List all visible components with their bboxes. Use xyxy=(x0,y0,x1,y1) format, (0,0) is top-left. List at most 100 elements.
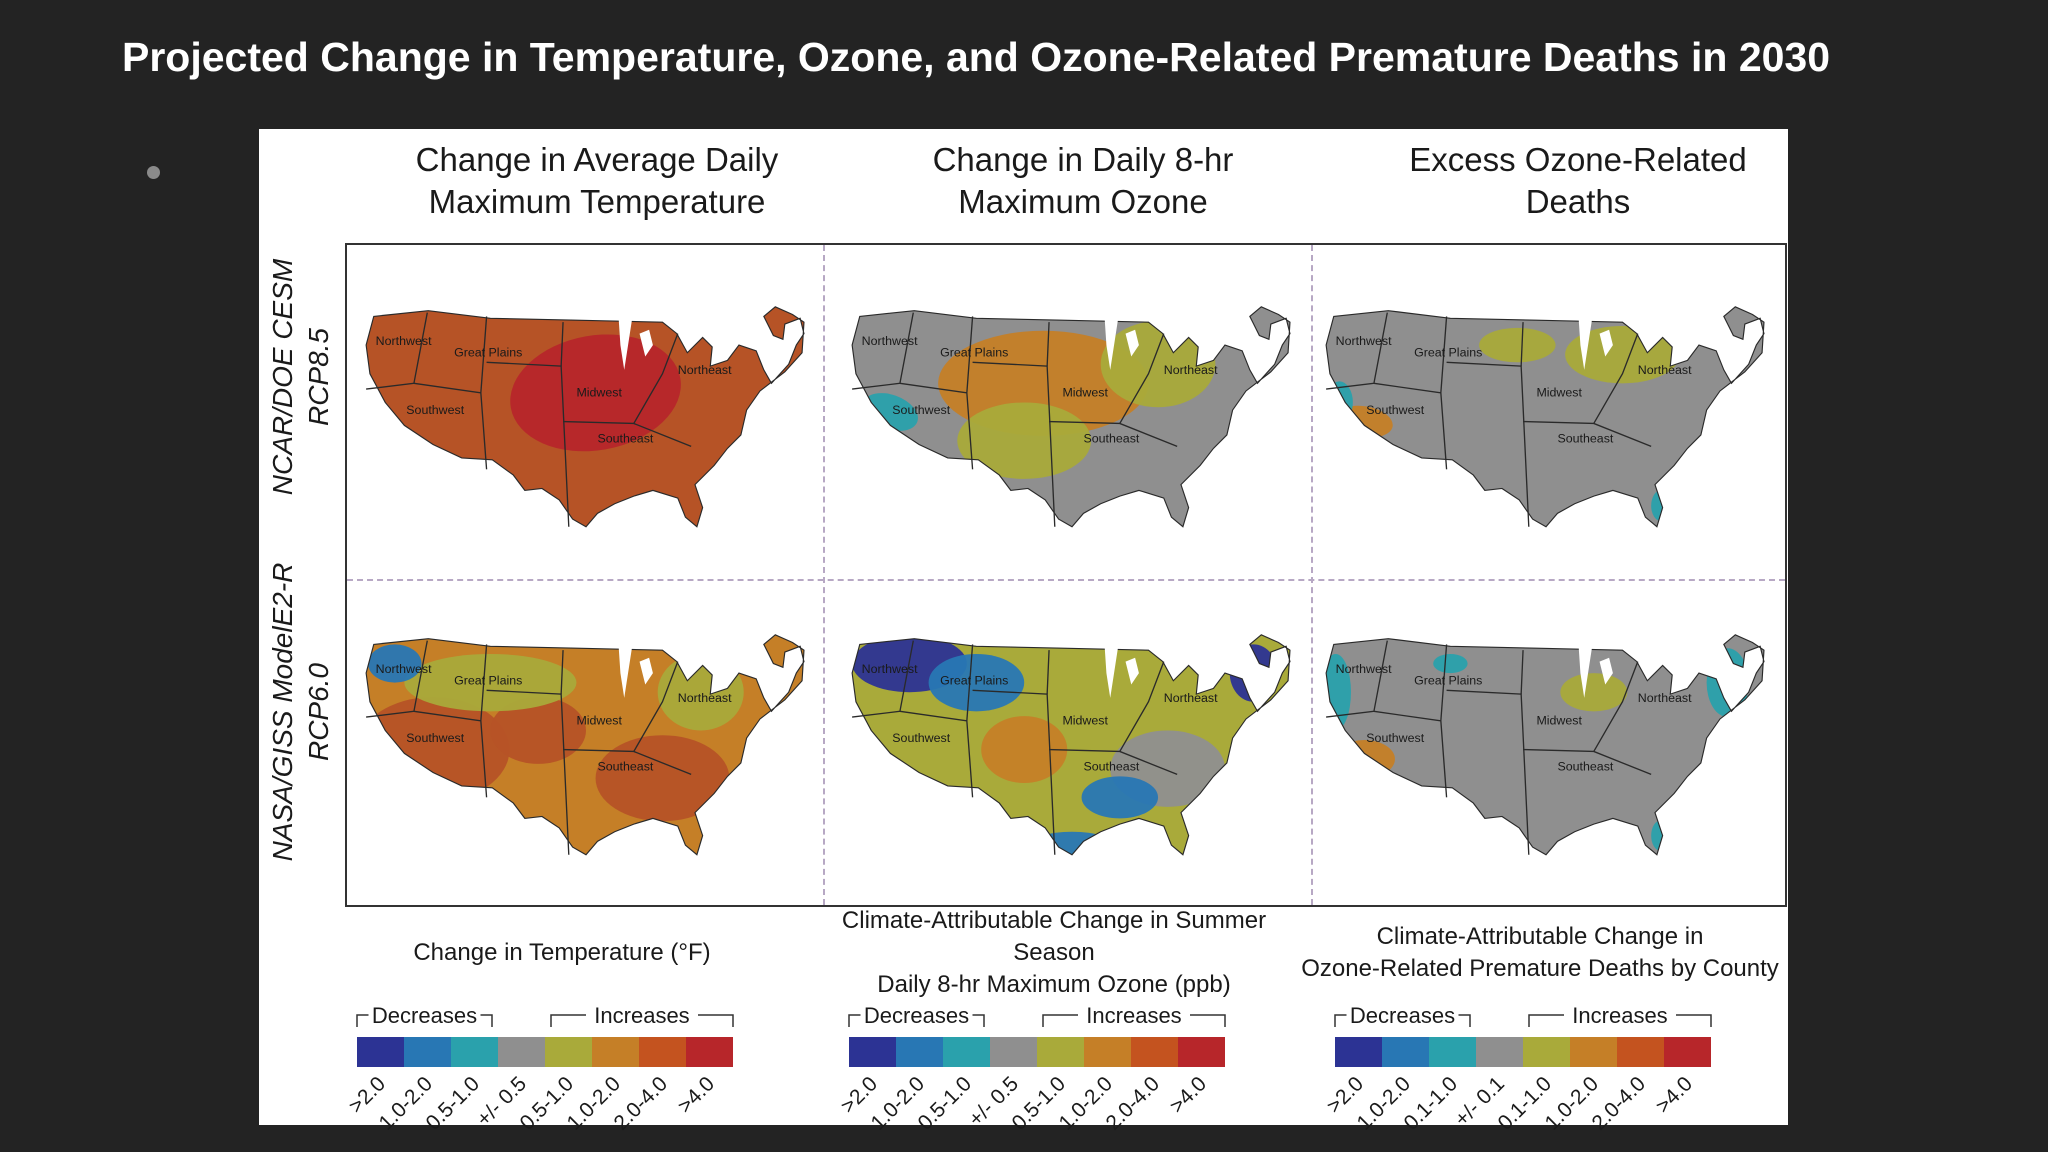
great-lakes xyxy=(618,640,653,698)
map-patch xyxy=(1651,490,1671,521)
region-border xyxy=(966,644,974,721)
region-border xyxy=(486,689,570,855)
us-outline xyxy=(851,634,1291,856)
region-label-southeast: Southeast xyxy=(597,760,653,774)
legend-swatch xyxy=(1523,1037,1570,1067)
decreases-label-bg xyxy=(1346,1001,1459,1027)
legend-swatch xyxy=(1178,1037,1225,1067)
great-lakes xyxy=(1578,640,1613,698)
region-border xyxy=(413,382,488,470)
region-border xyxy=(852,640,914,718)
region-label-northwest: Northwest xyxy=(1336,662,1392,676)
region-label-great-plains: Great Plains xyxy=(940,346,1008,360)
region-border xyxy=(1520,650,1524,695)
region-border xyxy=(966,316,974,393)
map-ncar-deaths: Northwest Great Plains Northeast Midwest Sou… xyxy=(1307,247,1785,577)
region-border xyxy=(1373,382,1448,470)
increases-label-bg xyxy=(1564,1001,1676,1027)
us-map: Northwest Great Plains Northeast Midwest Sou… xyxy=(1325,306,1765,528)
us-outline xyxy=(851,306,1291,528)
legend-tick-label: >4.0 xyxy=(1165,1072,1211,1118)
region-label-southeast: Southeast xyxy=(1083,760,1139,774)
map-ncar-ozone: Northwest Great Plains Northeast Midwest Sou… xyxy=(833,247,1311,577)
decreases-label: Decreases xyxy=(864,1003,969,1028)
great-lakes xyxy=(1104,640,1139,698)
region-border xyxy=(560,322,564,367)
great-lakes xyxy=(1578,312,1613,370)
legend-tick-label: >4.0 xyxy=(673,1072,719,1118)
region-border xyxy=(899,710,974,798)
region-label-northwest: Northwest xyxy=(376,662,432,676)
legend-swatch xyxy=(1131,1037,1178,1067)
region-label-northwest: Northwest xyxy=(862,334,918,348)
region-label-midwest: Midwest xyxy=(1536,386,1582,400)
legend-swatch xyxy=(451,1037,498,1067)
legend-swatch xyxy=(686,1037,733,1067)
region-border xyxy=(560,650,564,695)
region-border xyxy=(1046,650,1050,695)
great-lakes xyxy=(1104,312,1139,370)
legend-swatch xyxy=(357,1037,404,1067)
region-label-southwest: Southwest xyxy=(892,731,950,745)
region-label-midwest: Midwest xyxy=(1536,714,1582,728)
region-border xyxy=(1440,644,1448,721)
region-label-southwest: Southwest xyxy=(1366,731,1424,745)
decreases-label: Decreases xyxy=(1350,1003,1455,1028)
map-patch xyxy=(366,696,510,803)
legend-swatch xyxy=(1476,1037,1523,1067)
region-border xyxy=(480,644,488,721)
grid-divider xyxy=(347,579,1785,581)
region-border xyxy=(1119,333,1165,424)
region-border xyxy=(1593,661,1639,752)
region-label-southeast: Southeast xyxy=(1083,432,1139,446)
legend-deaths: Climate-Attributable Change in Ozone-Rel… xyxy=(1295,919,1785,1141)
region-border xyxy=(480,316,488,393)
us-outline xyxy=(365,306,805,528)
map-patch xyxy=(1706,648,1749,718)
region-label-southeast: Southeast xyxy=(597,432,653,446)
increases-label: Increases xyxy=(1086,1003,1181,1028)
map-patch xyxy=(1333,740,1395,779)
legend-tick-label: 2.0-4.0 xyxy=(1588,1072,1651,1135)
legend-ozone: Climate-Attributable Change in Summer Se… xyxy=(809,907,1299,1141)
region-label-midwest: Midwest xyxy=(576,386,622,400)
legend-swatch xyxy=(990,1037,1037,1067)
us-outline xyxy=(1325,634,1765,856)
region-label-northeast: Northeast xyxy=(678,363,732,377)
region-label-southwest: Southwest xyxy=(406,403,464,417)
legend-swatch xyxy=(1664,1037,1711,1067)
legend-scale: Decreases Increases>2.01.0-2.00.5-1.0+/- … xyxy=(836,1001,1226,1135)
legend-swatch xyxy=(943,1037,990,1067)
map-patch xyxy=(928,653,1025,712)
region-border xyxy=(1440,316,1448,393)
map-nasa-temperature: Northwest Great Plains Northeast Midwest Sou… xyxy=(347,575,825,905)
region-label-great-plains: Great Plains xyxy=(454,674,522,688)
region-label-great-plains: Great Plains xyxy=(1414,674,1482,688)
us-map: Northwest Great Plains Northeast Midwest Sou… xyxy=(1325,634,1765,856)
map-ncar-temperature: Northwest Great Plains Northeast Midwest Sou… xyxy=(347,247,825,577)
map-patch xyxy=(1560,673,1628,712)
legend-swatch xyxy=(592,1037,639,1067)
us-map: Northwest Great Plains Northeast Midwest Sou… xyxy=(365,634,805,856)
region-label-southwest: Southwest xyxy=(406,731,464,745)
region-border xyxy=(1520,322,1524,367)
region-border xyxy=(633,661,679,752)
great-lakes xyxy=(618,312,653,370)
legend-tick-label: 0.1-1.0 xyxy=(1400,1072,1463,1135)
region-border xyxy=(1593,333,1639,424)
legend-tick-label: 2.0-4.0 xyxy=(1102,1072,1165,1135)
region-label-northeast: Northeast xyxy=(1164,691,1218,705)
region-label-midwest: Midwest xyxy=(1062,714,1108,728)
row-label-nasa: NASA/GISS ModelE2-R RCP6.0 xyxy=(267,562,334,862)
increases-label: Increases xyxy=(594,1003,689,1028)
legend-title: Change in Temperature (°F) xyxy=(413,939,711,966)
us-map: Northwest Great Plains Northeast Midwest Sou… xyxy=(851,634,1291,856)
legend-swatch xyxy=(896,1037,943,1067)
legend-title: Climate-Attributable Change in Ozone-Rel… xyxy=(1301,923,1779,982)
legend-swatch xyxy=(404,1037,451,1067)
bullet-point xyxy=(147,166,160,179)
legend-swatch xyxy=(1570,1037,1617,1067)
legend-scale: Decreases Increases>2.01.0-2.00.5-1.0+/- … xyxy=(344,1001,734,1135)
region-label-midwest: Midwest xyxy=(576,714,622,728)
map-nasa-ozone: Northwest Great Plains Northeast Midwest Sou… xyxy=(833,575,1311,905)
